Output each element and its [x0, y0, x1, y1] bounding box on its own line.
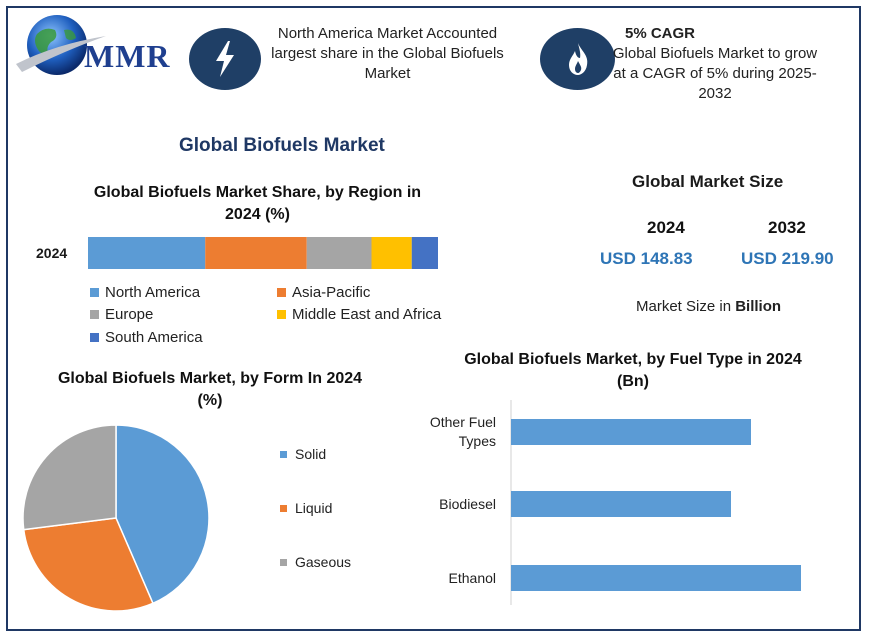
legend-label: Gaseous	[295, 554, 352, 570]
fuel-bar-ethanol	[511, 565, 801, 591]
market-size-title: Global Market Size	[632, 172, 784, 191]
info-cagr-text: Global Biofuels Market to grow at a CAGR…	[612, 45, 818, 102]
region-stacked-bar	[88, 237, 438, 269]
legend-swatch	[280, 450, 287, 458]
legend-swatch	[280, 504, 287, 512]
market-size-note-prefix: Market Size in	[636, 298, 736, 315]
fuel-bar-chart	[510, 400, 801, 605]
legend-middle-east-africa: Middle East and Africa	[277, 306, 441, 323]
legend-label: Europe	[105, 306, 154, 323]
market-size-year-2024: 2024	[647, 218, 685, 237]
legend-swatch	[277, 310, 286, 319]
flame-icon	[568, 43, 587, 75]
market-size-value-2032: USD 219.90	[741, 249, 834, 268]
region-category-label: 2024	[36, 245, 68, 261]
fuel-chart-title: Global Biofuels Market, by Fuel Type in …	[464, 351, 802, 390]
legend-swatch	[90, 288, 99, 297]
legend-label: Middle East and Africa	[292, 306, 442, 323]
legend-liquid: Liquid	[280, 500, 332, 516]
fuel-label-biodiesel: Biodiesel	[439, 496, 496, 512]
brand-logo: MMR	[12, 12, 172, 82]
pie-slice-liquid	[22, 517, 154, 612]
legend-solid: Solid	[280, 446, 326, 462]
page-frame	[6, 6, 861, 631]
legend-swatch	[90, 333, 99, 342]
legend-swatch	[90, 310, 99, 319]
lightning-badge	[189, 28, 261, 90]
market-size-year-2032: 2032	[768, 218, 806, 237]
region-bar-segment-north-america	[88, 237, 206, 269]
flame-badge	[540, 28, 615, 90]
pie-slice-solid	[115, 424, 210, 605]
region-bar-segment-middle-east-and-africa	[371, 237, 412, 269]
market-size-note: Market Size in Billion	[636, 298, 781, 315]
legend-asia-pacific: Asia-Pacific	[277, 284, 370, 301]
legend-label: Liquid	[295, 500, 333, 516]
fuel-bar-biodiesel	[511, 491, 731, 517]
fuel-bar-other-fuel-types	[511, 419, 751, 445]
legend-swatch	[280, 558, 287, 566]
info-north-america: North America Market Accounted largest s…	[271, 25, 504, 82]
globe-icon	[16, 15, 106, 75]
legend-label: North America	[105, 284, 201, 301]
legend-south-america: South America	[90, 329, 203, 346]
region-chart-title: Global Biofuels Market Share, by Region …	[93, 184, 422, 223]
market-size-value-2024: USD 148.83	[600, 249, 693, 268]
region-bar-segment-europe	[306, 237, 372, 269]
region-bar-segment-asia-pacific	[205, 237, 307, 269]
legend-swatch	[277, 288, 286, 297]
legend-europe: Europe	[90, 306, 153, 323]
legend-gaseous: Gaseous	[280, 554, 351, 570]
fuel-label-other: Other Fuel Types	[429, 414, 496, 449]
fuel-label-ethanol: Ethanol	[448, 570, 496, 586]
form-chart-title: Global Biofuels Market, by Form In 2024 …	[57, 370, 363, 409]
info-cagr-title: 5% CAGR	[624, 25, 695, 42]
legend-label: Solid	[295, 446, 327, 462]
form-pie-chart	[22, 424, 210, 612]
legend-north-america: North America	[90, 284, 200, 301]
pie-slice-gaseous	[22, 424, 117, 531]
legend-label: Asia-Pacific	[292, 284, 371, 301]
legend-label: South America	[105, 329, 203, 346]
brand-logo-text: MMR	[84, 38, 171, 74]
lightning-icon	[216, 41, 234, 77]
region-bar-segment-south-america	[411, 237, 438, 269]
page-title: Global Biofuels Market	[179, 135, 385, 156]
market-size-note-unit: Billion	[735, 298, 782, 315]
